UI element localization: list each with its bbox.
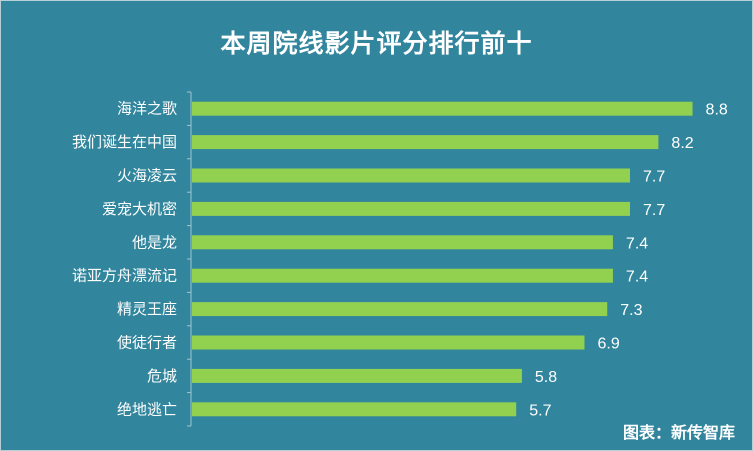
bar [192,268,613,283]
value-label: 7.4 [626,269,648,286]
category-label: 使徒行者 [117,334,177,352]
bar [192,168,630,183]
category-label: 诺亚方舟漂流记 [72,267,177,285]
bar [192,368,522,383]
category-label: 爱宠大机密 [102,200,177,218]
category-label: 我们诞生在中国 [72,133,177,151]
category-label: 海洋之歌 [117,100,177,118]
bar [192,402,517,417]
bar [192,335,585,350]
value-label: 8.8 [706,102,728,119]
value-label: 7.7 [643,202,665,219]
value-label: 7.3 [620,302,642,319]
value-label: 8.2 [671,135,693,152]
bar [192,201,630,216]
value-label: 5.8 [535,369,557,386]
category-label: 精灵王座 [117,300,177,318]
chart-title: 本周院线影片评分排行前十 [220,29,533,58]
value-label: 6.9 [597,336,619,353]
source-label: 图表：新传智库 [622,423,735,442]
bar [192,135,659,150]
value-label: 5.7 [529,402,551,419]
bar [192,101,693,116]
category-label: 危城 [147,367,177,385]
category-label: 绝地逃亡 [117,400,177,418]
category-label: 他是龙 [132,233,177,251]
value-label: 7.7 [643,169,665,186]
bar [192,302,608,317]
category-label: 火海凌云 [117,167,177,185]
value-label: 7.4 [626,235,648,252]
bar [192,235,613,250]
